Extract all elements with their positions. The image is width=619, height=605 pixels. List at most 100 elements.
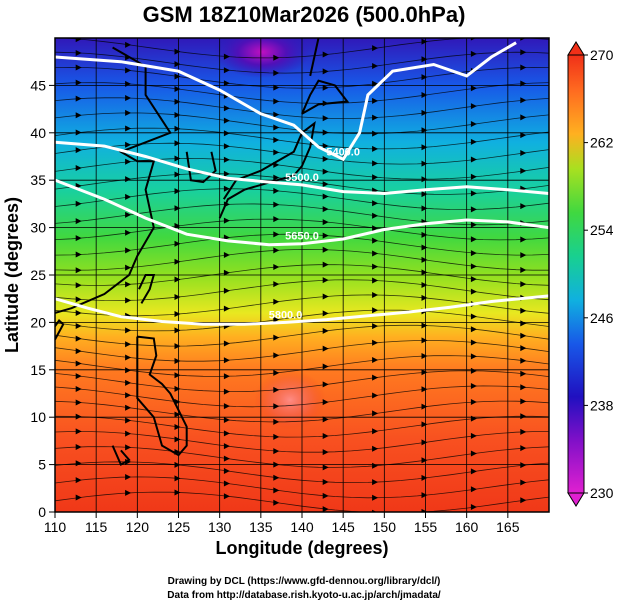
flow-arrow [372, 410, 379, 417]
flow-arrow [322, 206, 329, 213]
y-tick-label: 25 [30, 267, 46, 283]
flow-arrow [421, 269, 428, 276]
flow-arrow [223, 388, 230, 395]
flow-arrow [273, 281, 280, 288]
flow-arrow [520, 398, 527, 405]
flow-arrow [322, 168, 329, 175]
flow-arrow [322, 84, 329, 91]
flow-arrow [372, 200, 379, 207]
flow-arrow [520, 236, 527, 243]
flow-arrow [174, 423, 181, 430]
y-tick-label: 45 [30, 77, 46, 93]
flow-arrow [322, 277, 329, 284]
flow-arrow [520, 281, 527, 288]
flow-arrow [470, 353, 477, 360]
flow-arrow [520, 97, 527, 104]
contour-line [55, 294, 549, 326]
flow-arrow [174, 188, 181, 195]
x-tick-label: 145 [331, 519, 355, 535]
flow-arrow [125, 247, 132, 254]
flow-arrow [322, 363, 329, 370]
flow-arrow [125, 430, 132, 437]
flow-arrow [75, 95, 82, 102]
flow-arrow [273, 352, 280, 359]
flow-arrow [223, 480, 230, 487]
flow-arrow [322, 433, 329, 440]
flow-arrow [125, 211, 132, 218]
flow-arrow [273, 386, 280, 393]
flow-arrow [125, 327, 132, 334]
flow-arrow [273, 111, 280, 118]
colorbar-top-triangle [567, 41, 585, 56]
flow-arrow [470, 103, 477, 110]
x-tick-label: 110 [44, 519, 67, 535]
flow-arrow [421, 322, 428, 329]
flow-arrow [372, 97, 379, 104]
colorbar-gradient [567, 54, 585, 494]
flow-arrow [520, 332, 527, 339]
flow-arrow [273, 334, 280, 341]
flow-arrow [223, 340, 230, 347]
flow-arrow [125, 367, 132, 374]
flow-arrow [273, 316, 280, 323]
flow-arrow [421, 205, 428, 212]
flow-arrow [372, 114, 379, 121]
flow-arrow [75, 360, 82, 367]
flow-arrow [223, 443, 230, 450]
flow-arrow [470, 236, 477, 243]
flow-arrow [125, 341, 132, 348]
flow-arrow [75, 296, 82, 303]
flow-arrow [470, 156, 477, 163]
flow-arrow [125, 229, 132, 236]
flow-arrow [470, 221, 477, 228]
contour-label: 5400.0 [326, 146, 360, 158]
flow-arrow [322, 464, 329, 471]
flow-arrow [125, 176, 132, 183]
x-tick-label: 125 [167, 519, 191, 535]
flow-arrow [322, 115, 329, 122]
plot-area: 5400.0 5500.0 5650.0 5800.0 [55, 38, 549, 512]
flow-arrow [322, 193, 329, 200]
flow-arrow [520, 64, 527, 71]
flow-arrow [372, 479, 379, 486]
flow-arrow [421, 74, 428, 81]
flow-arrow [322, 492, 329, 499]
flow-arrow [174, 276, 181, 283]
flow-arrow [520, 384, 527, 391]
flow-arrow [273, 201, 280, 208]
flow-arrow [322, 293, 329, 300]
flow-arrow [421, 369, 428, 376]
flow-arrow [75, 49, 82, 56]
flow-arrow [75, 164, 82, 171]
y-tick-label: 5 [38, 457, 46, 473]
flow-arrow [75, 399, 82, 406]
flow-arrow [322, 381, 329, 388]
flow-arrow [273, 187, 280, 194]
x-tick-label: 150 [373, 519, 397, 535]
flow-arrow [273, 487, 280, 494]
flow-arrow [273, 70, 280, 77]
flow-arrow [470, 85, 477, 92]
flow-arrow [125, 354, 132, 361]
flow-arrow [470, 121, 477, 128]
flow-arrow [322, 345, 329, 352]
x-tick-label: 165 [496, 519, 520, 535]
flow-arrow [273, 84, 280, 91]
flow-arrow [470, 486, 477, 493]
flow-arrow [75, 218, 82, 225]
flow-arrow [174, 358, 181, 365]
flow-arrow [174, 436, 181, 443]
flow-arrow [421, 92, 428, 99]
flow-arrow [421, 256, 428, 263]
flow-arrow [421, 160, 428, 167]
flow-arrow [223, 80, 230, 87]
contour-line [55, 178, 549, 247]
flow-arrow [322, 246, 329, 253]
flow-arrow [75, 386, 82, 393]
flow-arrow [125, 444, 132, 451]
flow-arrow [421, 492, 428, 499]
flow-arrow [125, 41, 132, 48]
colorbar-ticks: 230 238 246 254 262 270 [584, 47, 614, 501]
flow-arrow [75, 443, 82, 450]
flow-arrow [75, 413, 82, 420]
